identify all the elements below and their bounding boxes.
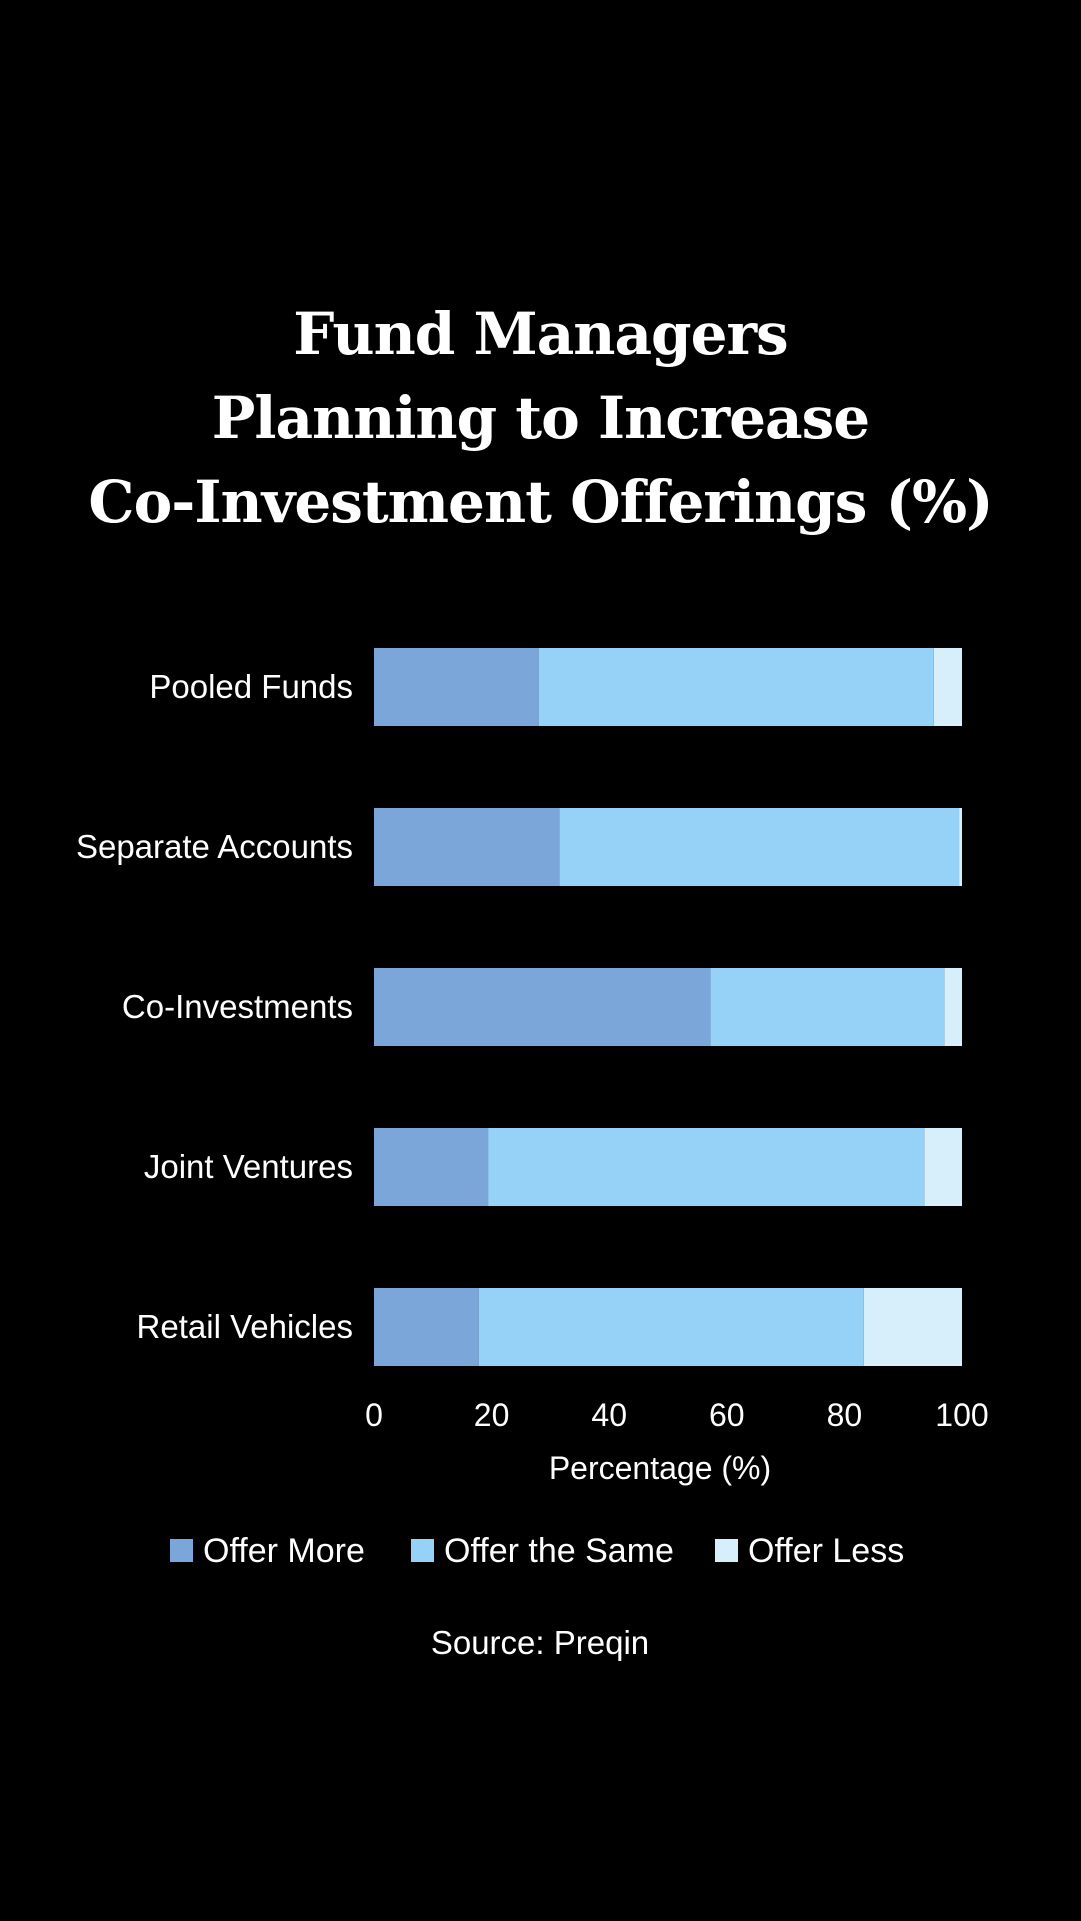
bar-co-investments-offer-the-same <box>710 968 945 1046</box>
category-label-retail-vehicles: Retail Vehicles <box>137 1308 353 1345</box>
legend-label-offer-the-same: Offer the Same <box>444 1532 674 1570</box>
x-tick-60: 60 <box>709 1397 745 1433</box>
legend-swatch-offer-less <box>715 1539 738 1562</box>
bar-joint-ventures-offer-less <box>924 1128 962 1206</box>
source-note: Source: Preqin <box>431 1624 649 1661</box>
bar-retail-vehicles-offer-more <box>374 1288 479 1366</box>
x-tick-80: 80 <box>827 1397 863 1433</box>
legend-label-offer-less: Offer Less <box>748 1532 904 1570</box>
bar-co-investments-offer-more <box>374 968 711 1046</box>
x-tick-100: 100 <box>935 1397 988 1433</box>
bars-layer <box>374 648 962 1366</box>
bar-separate-accounts-offer-the-same <box>559 808 960 886</box>
bar-retail-vehicles-offer-less <box>863 1288 962 1366</box>
category-labels: Pooled Funds Separate Accounts Co-Investme… <box>76 668 353 1345</box>
category-label-separate-accounts: Separate Accounts <box>76 828 353 865</box>
x-axis-ticks: 0 20 40 60 80 100 <box>365 1397 989 1433</box>
bar-joint-ventures-offer-the-same <box>488 1128 925 1206</box>
category-label-joint-ventures: Joint Ventures <box>144 1148 353 1185</box>
chart-title-line-3: Co-Investment Offerings (%) <box>88 468 993 536</box>
bar-separate-accounts-offer-more <box>374 808 560 886</box>
legend-swatch-offer-the-same <box>411 1539 434 1562</box>
category-label-co-investments: Co-Investments <box>122 988 353 1025</box>
chart-title-line-2: Planning to Increase <box>211 384 870 452</box>
legend-swatch-offer-more <box>170 1539 193 1562</box>
x-tick-0: 0 <box>365 1397 383 1433</box>
x-axis-title: Percentage (%) <box>549 1450 771 1486</box>
legend: Offer More Offer the Same Offer Less <box>170 1532 904 1570</box>
chart-title: Fund Managers Planning to Increase Co-In… <box>0 292 1081 544</box>
x-tick-40: 40 <box>591 1397 627 1433</box>
legend-item-offer-the-same: Offer the Same <box>411 1532 674 1570</box>
bar-pooled-funds-offer-more <box>374 648 539 726</box>
bar-separate-accounts-offer-less <box>959 808 962 886</box>
bar-pooled-funds-offer-the-same <box>538 648 934 726</box>
legend-label-offer-more: Offer More <box>203 1532 365 1570</box>
x-tick-20: 20 <box>474 1397 510 1433</box>
legend-item-offer-more: Offer More <box>170 1532 365 1570</box>
bar-retail-vehicles-offer-the-same <box>478 1288 864 1366</box>
chart-title-line-1: Fund Managers <box>293 300 788 368</box>
bar-pooled-funds-offer-less <box>933 648 962 726</box>
bar-co-investments-offer-less <box>944 968 962 1046</box>
legend-item-offer-less: Offer Less <box>715 1532 904 1570</box>
bar-joint-ventures-offer-more <box>374 1128 489 1206</box>
category-label-pooled-funds: Pooled Funds <box>149 668 353 705</box>
